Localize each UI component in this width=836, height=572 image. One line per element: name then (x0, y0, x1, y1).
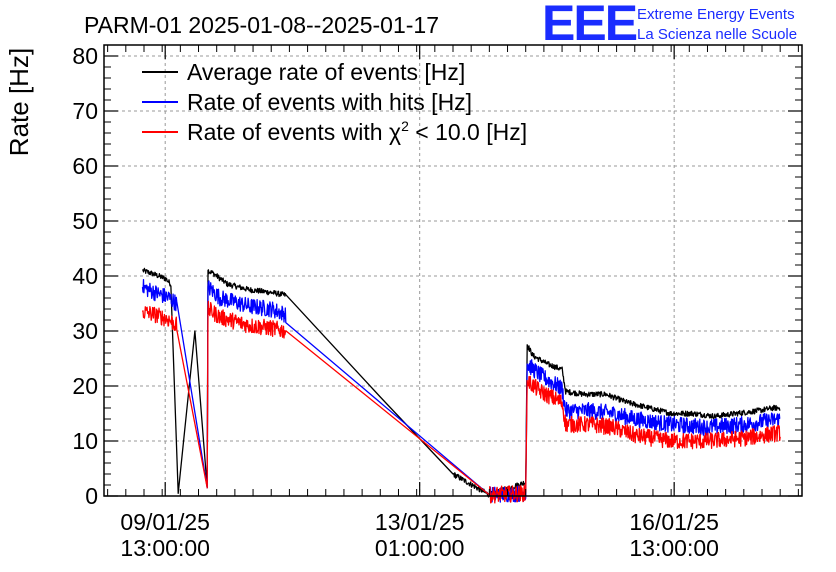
y-tick-label: 30 (72, 318, 98, 344)
y-axis-title: Rate [Hz] (4, 48, 34, 156)
logo-line-2: La Scienza nelle Scuole (637, 26, 797, 43)
series-lines (141, 267, 781, 504)
series-line-2 (141, 300, 781, 504)
series-line-0 (141, 267, 781, 498)
x-tick-label-time: 13:00:00 (629, 535, 719, 561)
y-tick-label: 80 (72, 43, 98, 69)
logo-mark: EEE (542, 0, 637, 51)
y-tick-label: 60 (72, 153, 98, 179)
chart-title: PARM-01 2025-01-08--2025-01-17 (84, 12, 439, 38)
axis-ticks (104, 44, 802, 497)
x-tick-label-time: 13:00:00 (120, 535, 210, 561)
y-tick-label: 10 (72, 428, 98, 454)
x-tick-label-date: 16/01/25 (629, 509, 719, 535)
series-line-1 (141, 278, 781, 503)
legend-label-chi2: Rate of events with χ2 < 10.0 [Hz] (187, 118, 527, 145)
eee-logo: EEE Extreme Energy Events La Scienza nel… (542, 0, 797, 51)
y-tick-label: 50 (72, 208, 98, 234)
legend-label-average: Average rate of events [Hz] (187, 59, 465, 85)
y-tick-label: 20 (72, 373, 98, 399)
grid (104, 45, 802, 496)
logo-line-1: Extreme Energy Events (637, 6, 795, 23)
x-tick-label-time: 01:00:00 (375, 535, 465, 561)
y-tick-label: 0 (85, 483, 98, 509)
y-tick-label: 70 (72, 98, 98, 124)
y-tick-label: 40 (72, 263, 98, 289)
legend: Average rate of events [Hz] Rate of even… (142, 59, 527, 145)
legend-label-hits: Rate of events with hits [Hz] (187, 89, 472, 115)
tick-labels: 0102030405060708009/01/2513:00:0013/01/2… (72, 43, 719, 561)
x-tick-label-date: 09/01/25 (120, 509, 210, 535)
x-tick-label-date: 13/01/25 (375, 509, 465, 535)
